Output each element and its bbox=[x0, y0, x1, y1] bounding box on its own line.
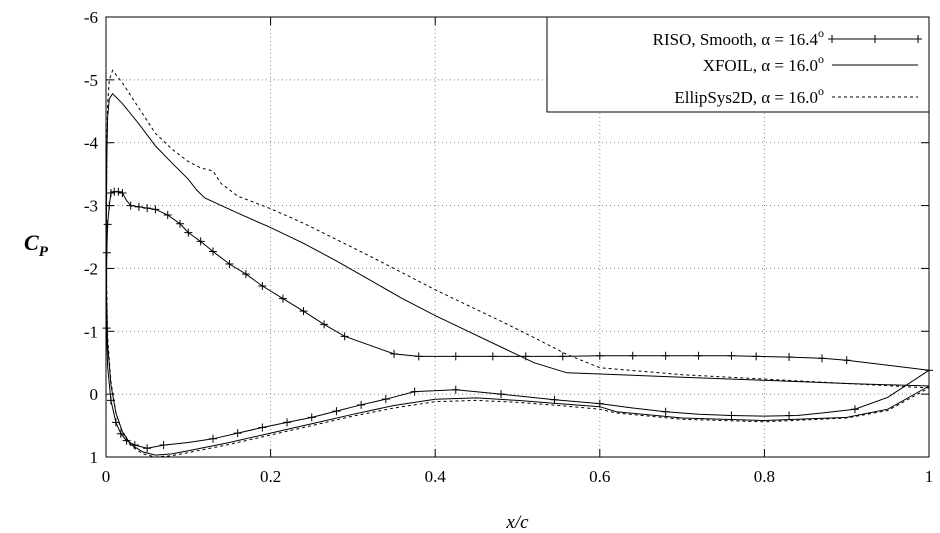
grid bbox=[106, 17, 929, 457]
data-point bbox=[258, 282, 267, 291]
data-point bbox=[785, 353, 794, 362]
x-tick-label: 0.4 bbox=[425, 467, 447, 486]
data-point bbox=[159, 441, 168, 450]
data-point bbox=[102, 324, 111, 333]
data-point bbox=[299, 307, 308, 316]
y-tick-label: -5 bbox=[84, 71, 98, 90]
legend-label-main: EllipSys2D, α = 16.0 bbox=[674, 88, 818, 107]
axis-ticks: 0 0.2 0.4 0.6 0.8 1-6-5-4-3-2-101 bbox=[84, 8, 933, 486]
y-tick-label: -4 bbox=[84, 134, 99, 153]
y-tick-label: -6 bbox=[84, 8, 98, 27]
data-point bbox=[357, 400, 366, 409]
legend-label-degree: o bbox=[818, 26, 824, 40]
data-point bbox=[151, 205, 160, 214]
y-axis-label-sub: P bbox=[39, 244, 49, 260]
x-tick-label: 0 bbox=[102, 467, 111, 486]
legend-label-1: RISO, Smooth, α = 16.4o bbox=[653, 26, 824, 49]
data-point bbox=[106, 189, 115, 197]
data-point bbox=[694, 351, 703, 360]
y-tick-label: -3 bbox=[84, 197, 98, 216]
data-point bbox=[381, 395, 390, 404]
data-point bbox=[278, 294, 287, 303]
legend-label-degree: o bbox=[818, 52, 824, 66]
x-axis-label: x/c bbox=[505, 512, 529, 533]
y-tick-label: -1 bbox=[84, 322, 98, 341]
data-point bbox=[163, 211, 172, 219]
y-tick-label: 0 bbox=[90, 385, 99, 404]
series-layer bbox=[102, 69, 933, 458]
legend-label-3: EllipSys2D, α = 16.0o bbox=[674, 84, 824, 107]
y-axis-label: CP bbox=[24, 230, 49, 260]
series-line-1 bbox=[105, 191, 930, 449]
data-point bbox=[727, 351, 736, 360]
data-point bbox=[332, 407, 341, 416]
data-point bbox=[595, 351, 604, 360]
data-point bbox=[727, 411, 736, 420]
x-tick-label: 0.8 bbox=[754, 467, 775, 486]
data-point bbox=[118, 189, 127, 197]
data-point bbox=[842, 356, 851, 365]
data-point bbox=[143, 444, 152, 453]
data-point bbox=[451, 385, 460, 394]
data-point bbox=[661, 407, 670, 416]
x-tick-label: 0.6 bbox=[589, 467, 610, 486]
data-point bbox=[143, 204, 152, 213]
data-point bbox=[390, 349, 399, 358]
data-point bbox=[451, 352, 460, 361]
data-point bbox=[134, 202, 143, 211]
data-point bbox=[208, 434, 217, 443]
series-markers-1 bbox=[102, 187, 933, 453]
y-tick-label: 1 bbox=[90, 448, 99, 467]
data-point bbox=[126, 201, 135, 210]
x-tick-label: 0.2 bbox=[260, 467, 281, 486]
data-point bbox=[628, 351, 637, 360]
data-point bbox=[225, 260, 234, 269]
legend-label-2: XFOIL, α = 16.0o bbox=[703, 52, 824, 75]
y-tick-label: -2 bbox=[84, 259, 98, 278]
data-point bbox=[103, 220, 112, 229]
data-point bbox=[320, 320, 329, 329]
data-point bbox=[208, 247, 217, 256]
data-point bbox=[184, 228, 193, 237]
data-point bbox=[233, 429, 242, 438]
data-point bbox=[258, 423, 267, 432]
data-point bbox=[176, 219, 185, 228]
data-point bbox=[550, 395, 559, 404]
series-line-3 bbox=[105, 69, 930, 458]
legend-marker bbox=[828, 35, 836, 43]
data-point bbox=[752, 352, 761, 361]
x-tick-label: 1 bbox=[925, 467, 934, 486]
data-point bbox=[340, 332, 349, 341]
data-point bbox=[283, 418, 292, 427]
legend-marker bbox=[914, 35, 922, 43]
data-point bbox=[241, 270, 250, 279]
y-axis-label-main: C bbox=[24, 230, 39, 255]
series-line-2 bbox=[105, 92, 930, 456]
data-point bbox=[925, 366, 933, 375]
legend-marker bbox=[871, 35, 879, 43]
data-point bbox=[497, 390, 506, 399]
legend-label-main: XFOIL, α = 16.0 bbox=[703, 56, 818, 75]
data-point bbox=[114, 187, 123, 196]
data-point bbox=[488, 352, 497, 361]
data-point bbox=[785, 411, 794, 420]
legend-label-degree: o bbox=[818, 84, 824, 98]
data-point bbox=[414, 352, 423, 361]
data-point bbox=[307, 413, 316, 422]
legend-label-main: RISO, Smooth, α = 16.4 bbox=[653, 30, 819, 49]
data-point bbox=[818, 354, 827, 363]
data-point bbox=[410, 387, 419, 396]
data-point bbox=[196, 237, 205, 246]
data-point bbox=[558, 352, 567, 361]
data-point bbox=[661, 351, 670, 360]
data-point bbox=[850, 405, 859, 414]
